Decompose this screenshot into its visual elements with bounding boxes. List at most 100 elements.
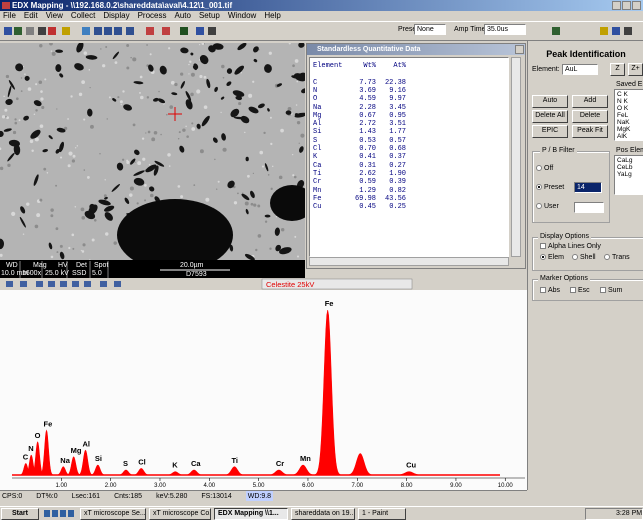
element-input[interactable]: AuL	[562, 64, 598, 75]
menu-item[interactable]: Collect	[70, 11, 96, 20]
dark-grain	[230, 108, 240, 118]
toolbar-icon[interactable]	[104, 27, 112, 35]
toolbar-icon[interactable]	[114, 27, 122, 35]
toolbar-icon[interactable]	[600, 27, 608, 35]
toolbar-icon[interactable]	[4, 27, 12, 35]
display-mode[interactable]: Trans	[604, 254, 630, 261]
toolbar-icon[interactable]	[26, 27, 34, 35]
marker-option[interactable]: Abs	[540, 287, 560, 294]
quick-launch-icon[interactable]	[44, 510, 50, 517]
toolbar-icon[interactable]	[162, 27, 170, 35]
toolbar-icon[interactable]	[612, 27, 620, 35]
toolbar-icon[interactable]	[146, 27, 154, 35]
action-button[interactable]: EPIC	[532, 125, 568, 138]
quick-launch-icon[interactable]	[68, 510, 74, 517]
saved-item[interactable]: AlK	[617, 133, 628, 140]
texture	[103, 194, 107, 198]
preset-select[interactable]: None	[414, 24, 446, 35]
table-cell: 1.90	[389, 169, 406, 178]
dark-grain	[19, 216, 26, 228]
radio-button[interactable]	[536, 184, 542, 191]
saved-item[interactable]: MgK	[617, 126, 631, 133]
preset-filter-select[interactable]: 14	[574, 182, 602, 193]
menu-item[interactable]: Window	[227, 11, 257, 20]
checkbox-label: Abs	[548, 287, 561, 294]
display-mode[interactable]: Elem	[540, 254, 564, 261]
quick-launch-icon[interactable]	[52, 510, 58, 517]
z-button[interactable]: Z	[610, 63, 625, 76]
toolbar-icon[interactable]	[180, 27, 188, 35]
start-button[interactable]: Start	[1, 508, 39, 520]
task-button[interactable]: xT microscope Se...	[80, 508, 146, 520]
toolbar-icon[interactable]	[624, 27, 632, 35]
window-close-button[interactable]	[632, 1, 641, 10]
user-input[interactable]	[574, 202, 604, 213]
toolbar-icon[interactable]	[48, 27, 56, 35]
saved-item[interactable]: NaK	[617, 119, 630, 126]
menu-item[interactable]: Display	[103, 11, 130, 20]
action-button[interactable]: Delete	[572, 110, 608, 123]
toolbar-icon[interactable]	[14, 27, 22, 35]
task-button[interactable]: xT microscope Co...	[149, 508, 211, 520]
toolbar-icon[interactable]	[82, 27, 90, 35]
quick-launch-icon[interactable]	[60, 510, 66, 517]
texture	[275, 216, 278, 218]
pb-option[interactable]: User	[536, 203, 559, 210]
toolbar-icon[interactable]	[196, 27, 204, 35]
checkbox[interactable]	[570, 287, 576, 294]
pos-item[interactable]: CeLb	[617, 164, 633, 171]
toolbar-icon[interactable]	[94, 27, 102, 35]
radio-label: User	[544, 203, 559, 210]
toolbar-icon[interactable]	[38, 27, 46, 35]
close-button[interactable]	[515, 45, 524, 54]
task-button[interactable]: EDX Mapping \\1...	[214, 508, 288, 520]
toolbar-icon[interactable]	[552, 27, 560, 35]
saved-item[interactable]: N K	[617, 98, 628, 105]
z-button[interactable]: Z+	[628, 63, 643, 76]
pos-item[interactable]: YaLg	[617, 171, 632, 178]
window-min-button[interactable]	[612, 1, 621, 10]
toolbar-icon[interactable]	[126, 27, 134, 35]
v-scrollbar[interactable]	[511, 57, 521, 257]
checkbox[interactable]	[540, 287, 546, 294]
menu-item[interactable]: Edit	[23, 11, 38, 20]
saved-item[interactable]: FeL	[617, 112, 629, 119]
h-scrollbar[interactable]	[309, 257, 509, 266]
pos-item[interactable]: CaLg	[617, 157, 633, 164]
checkbox[interactable]	[600, 287, 606, 294]
menu-item[interactable]: Auto	[174, 11, 191, 20]
radio-button[interactable]	[540, 254, 546, 261]
task-button[interactable]: shareddata on 19...	[291, 508, 355, 520]
radio-button[interactable]	[536, 203, 542, 210]
alpha-option[interactable]: Alpha Lines Only	[540, 243, 601, 250]
amp-time-select[interactable]: 35.0us	[484, 24, 526, 35]
radio-button[interactable]	[536, 165, 542, 172]
toolbar-icon[interactable]	[208, 27, 216, 35]
task-button[interactable]: 1 - Paint	[358, 508, 406, 520]
pb-option[interactable]: Preset	[536, 184, 564, 191]
window-max-button[interactable]	[622, 1, 631, 10]
marker-option[interactable]: Esc	[570, 287, 590, 294]
marker-option[interactable]: Sum	[600, 287, 622, 294]
pos-list[interactable]: CaLg CeLb YaLg	[614, 155, 643, 195]
menu-item[interactable]: View	[45, 11, 63, 20]
action-button[interactable]: Peak Fit	[572, 125, 608, 138]
saved-item[interactable]: C K	[617, 91, 628, 98]
action-button[interactable]: Add	[572, 95, 608, 108]
radio-button[interactable]	[604, 254, 610, 261]
toolbar-icon[interactable]	[62, 27, 70, 35]
radio-button[interactable]	[572, 254, 578, 261]
pb-option[interactable]: Off	[536, 165, 553, 172]
menu-item[interactable]: File	[3, 11, 16, 20]
menu-item[interactable]: Help	[264, 11, 281, 20]
menu-item[interactable]: Setup	[198, 11, 220, 20]
menu-item[interactable]: Process	[137, 11, 167, 20]
saved-item[interactable]: O K	[617, 105, 629, 112]
display-mode[interactable]: Shell	[572, 254, 596, 261]
peak-label: Ti	[231, 456, 238, 465]
texture	[120, 103, 122, 106]
checkbox[interactable]	[540, 243, 546, 250]
action-button[interactable]: Auto	[532, 95, 568, 108]
action-button[interactable]: Delete All	[532, 110, 568, 123]
